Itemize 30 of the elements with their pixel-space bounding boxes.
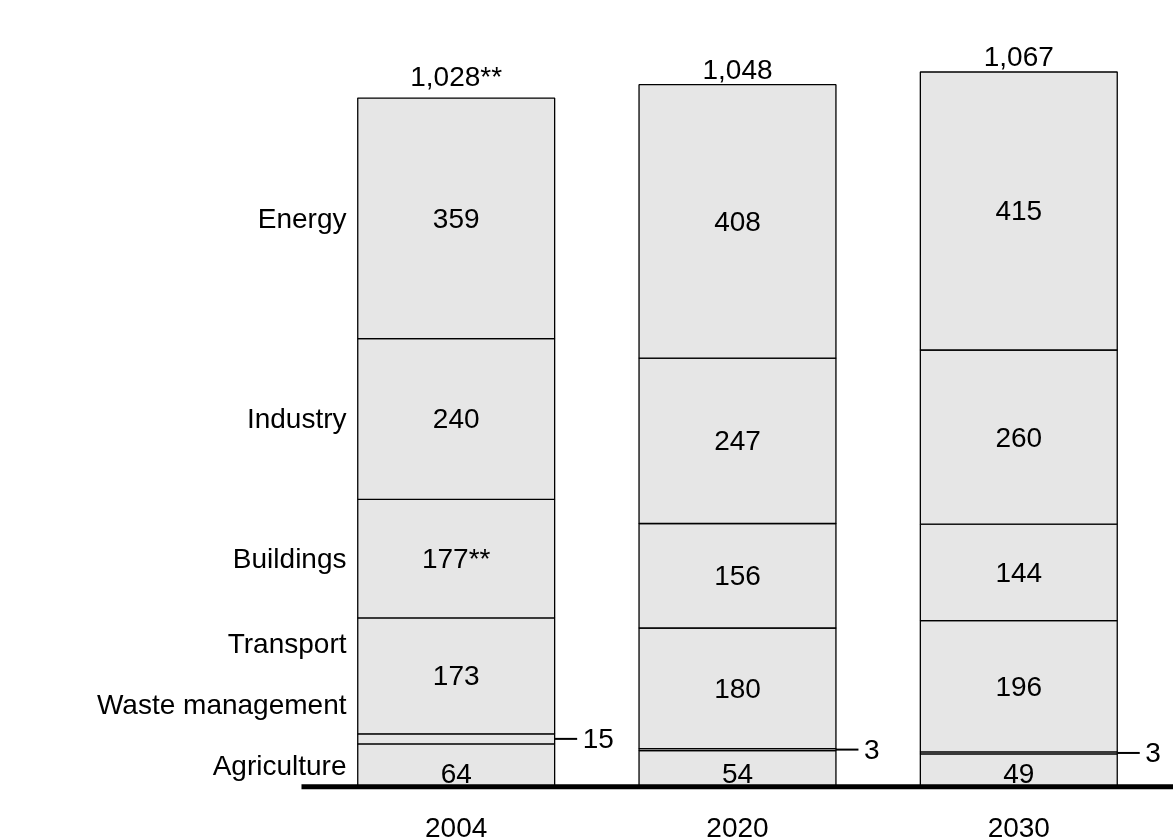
series-label: Buildings	[232, 543, 347, 575]
series-label: Energy	[257, 202, 347, 234]
x-tick-label: 2020	[706, 811, 769, 839]
data-label: 415	[995, 195, 1043, 227]
data-label: 196	[995, 670, 1043, 702]
data-label: 54	[721, 758, 754, 790]
data-label: 260	[995, 421, 1043, 453]
data-label: 180	[714, 672, 761, 704]
data-label: 173	[432, 660, 480, 692]
data-label: 64	[440, 758, 472, 790]
series-label: Agriculture	[212, 749, 347, 781]
data-label: 15	[582, 723, 614, 755]
data-label: 240	[432, 403, 480, 435]
series-label: Waste management	[96, 689, 347, 721]
total-label: 1,048	[702, 53, 773, 85]
data-label: 408	[714, 205, 761, 237]
x-tick-label: 2030	[987, 811, 1050, 839]
data-label: 359	[432, 202, 480, 234]
data-label: 49	[1003, 758, 1035, 790]
series-label: Transport	[227, 628, 347, 660]
data-label: 247	[714, 425, 761, 457]
data-label: 3	[1145, 737, 1161, 769]
total-label: 1,028**	[410, 61, 503, 93]
data-label: 177**	[421, 543, 491, 575]
data-label: 3	[864, 734, 880, 766]
total-label: 1,067	[983, 41, 1054, 73]
series-label: Industry	[246, 403, 347, 435]
data-label: 156	[714, 560, 761, 592]
data-label: 144	[995, 556, 1043, 588]
x-tick-label: 2004	[425, 811, 488, 839]
